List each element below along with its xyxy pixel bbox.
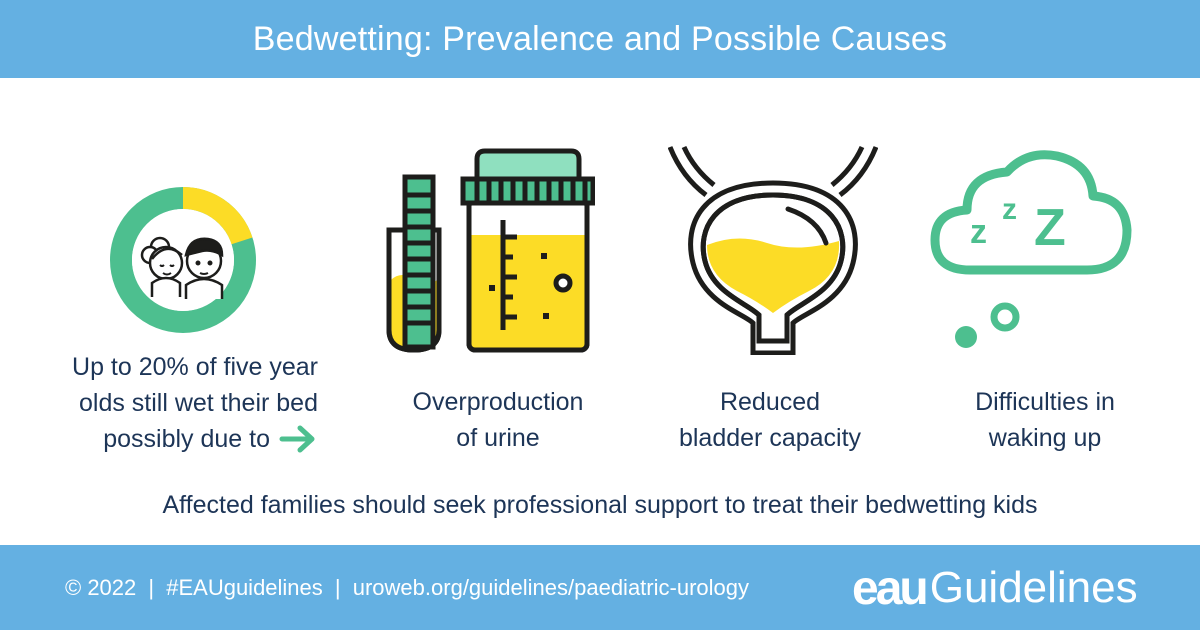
prevalence-statement: Up to 20% of five year olds still wet th…: [28, 349, 318, 457]
stat-line-3: possibly due to: [103, 425, 270, 453]
arrow-right-icon: [279, 425, 315, 453]
svg-text:Z: Z: [1034, 199, 1066, 257]
stat-line-2: olds still wet their bed: [78, 389, 318, 417]
cause-overproduction: Overproduction of urine: [393, 384, 603, 456]
sleep-cloud-icon: z z Z: [930, 150, 1132, 348]
cause-1-line-1: Overproduction: [412, 388, 584, 416]
guidelines-url-link[interactable]: uroweb.org/guidelines/paediatric-urology: [352, 575, 749, 600]
eau-guidelines-logo: eau Guidelines: [852, 558, 1138, 618]
footer-banner: © 2022 | #EAUguidelines | uroweb.org/gui…: [0, 545, 1200, 630]
stat-line-3-row: possibly due to: [28, 421, 318, 457]
page-title: Bedwetting: Prevalence and Possible Caus…: [252, 19, 948, 58]
cause-2-line-2: bladder capacity: [678, 424, 862, 452]
copyright-text: © 2022: [65, 575, 137, 600]
footer-info: © 2022 | #EAUguidelines | uroweb.org/gui…: [65, 575, 749, 601]
support-message: Affected families should seek profession…: [162, 491, 1038, 519]
urine-sample-icon: [386, 148, 595, 353]
footer-separator: |: [334, 575, 341, 600]
cause-1-line-2: of urine: [456, 424, 540, 452]
bladder-icon: [668, 145, 878, 355]
cause-3-line-1: Difficulties in: [975, 388, 1115, 416]
children-percentage-donut-icon: [110, 187, 256, 333]
header-banner: Bedwetting: Prevalence and Possible Caus…: [0, 0, 1200, 78]
eau-logo-mark: eau: [852, 561, 929, 615]
stat-line-1: Up to 20% of five year: [72, 353, 318, 381]
cause-bladder-capacity: Reduced bladder capacity: [660, 384, 880, 456]
guidelines-wordmark: Guidelines: [929, 563, 1138, 612]
cause-3-line-2: waking up: [988, 424, 1102, 452]
hashtag-link[interactable]: #EAUguidelines: [166, 575, 323, 600]
svg-text:z: z: [1002, 193, 1017, 226]
cause-waking-up: Difficulties in waking up: [935, 384, 1155, 456]
footer-separator: |: [148, 575, 155, 600]
svg-text:z: z: [970, 213, 987, 251]
cause-2-line-1: Reduced: [719, 388, 821, 416]
